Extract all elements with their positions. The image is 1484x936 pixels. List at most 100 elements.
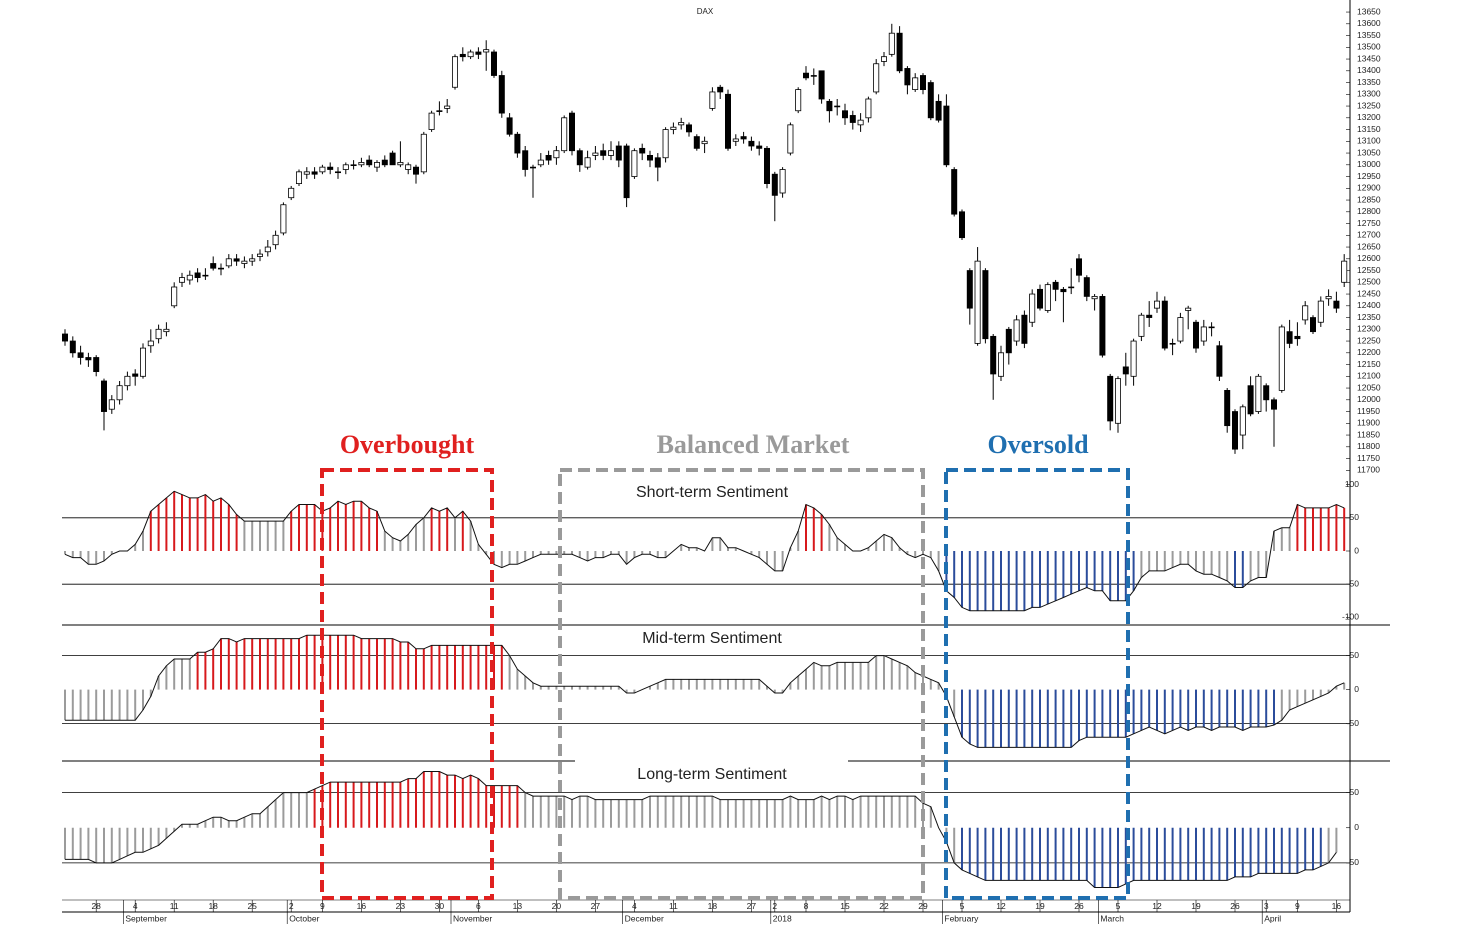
candle-body: [506, 117, 513, 135]
y-tick-label: 13400: [1357, 65, 1381, 75]
candle-body: [849, 115, 856, 123]
x-tick-label: 23: [396, 901, 406, 911]
candle-body: [490, 51, 497, 76]
x-tick-label: 16: [1332, 901, 1342, 911]
candle-body: [1185, 307, 1192, 311]
y-tick-label: 12400: [1357, 300, 1381, 310]
candle-body: [1224, 389, 1231, 427]
candle-body: [1138, 314, 1145, 337]
y-tick-label: 11700: [1357, 465, 1380, 475]
candle-body: [1068, 286, 1075, 289]
x-tick-label: 30: [435, 901, 445, 911]
month-label: March: [1100, 913, 1124, 923]
candle-body: [288, 187, 295, 199]
y-tick-label: 12650: [1357, 241, 1381, 251]
candle-body: [1325, 295, 1332, 300]
candle-body: [1278, 326, 1285, 391]
candle-body: [1091, 295, 1098, 300]
candle-body: [545, 154, 552, 161]
candle-body: [787, 124, 794, 154]
candle-body: [295, 171, 302, 185]
y-tick-label: 13250: [1357, 100, 1381, 110]
y-tick-label: 11900: [1357, 418, 1380, 428]
annotation-label: Balanced Market: [657, 430, 850, 459]
candle-body: [1044, 284, 1051, 311]
candle-body: [451, 56, 458, 88]
candle-body: [935, 100, 942, 121]
candle-body: [217, 267, 224, 270]
sentiment-line: [65, 771, 1337, 888]
candle-body: [319, 166, 326, 173]
candle-body: [553, 150, 560, 159]
candle-body: [732, 138, 739, 142]
candle-body: [654, 157, 661, 168]
candle-body: [436, 110, 443, 112]
x-tick-label: 9: [1295, 901, 1300, 911]
x-tick-label: 20: [552, 901, 562, 911]
candle-body: [600, 150, 607, 156]
x-tick-label: 13: [513, 901, 523, 911]
candle-body: [428, 112, 435, 130]
y-tick-label: 12150: [1357, 359, 1381, 369]
candle-body: [873, 63, 880, 93]
candle-body: [1161, 300, 1168, 349]
candle-body: [881, 56, 888, 62]
y-tick-label: 12300: [1357, 324, 1381, 334]
candle-body: [124, 375, 131, 387]
candle-body: [678, 122, 685, 126]
candle-body: [139, 347, 146, 377]
candle-body: [194, 272, 201, 278]
candle-body: [623, 145, 630, 199]
y-tick-label: 13600: [1357, 18, 1381, 28]
candle-body: [1154, 300, 1161, 309]
candle-body: [639, 147, 646, 154]
candle-body: [101, 380, 108, 412]
candle-body: [85, 357, 92, 361]
candle-body: [686, 124, 693, 133]
candle-body: [1076, 258, 1083, 276]
x-tick-label: 26: [1074, 901, 1084, 911]
candle-body: [959, 211, 966, 239]
y-tick-label: 13450: [1357, 53, 1381, 63]
y-tick-label: 11850: [1357, 429, 1380, 439]
month-label: December: [625, 913, 664, 923]
x-tick-label: 11: [170, 901, 179, 911]
candle-body: [818, 70, 825, 100]
candle-body: [459, 53, 466, 58]
y-tick-label: 13000: [1357, 159, 1381, 169]
candle-body: [1193, 321, 1200, 349]
candle-body: [810, 75, 817, 77]
candle-body: [530, 166, 537, 169]
y-tick-label: 0: [1354, 822, 1359, 832]
candle-body: [693, 136, 700, 149]
candle-body: [1247, 385, 1254, 415]
candle-body: [1294, 335, 1301, 340]
candle-body: [186, 274, 193, 281]
y-tick-label: 50: [1350, 512, 1360, 522]
candle-body: [77, 352, 84, 358]
y-tick-label: 13300: [1357, 89, 1381, 99]
candle-body: [327, 166, 334, 170]
candle-body: [202, 274, 209, 277]
candle-body: [69, 340, 76, 354]
y-tick-label: 50: [1350, 650, 1360, 660]
y-tick-label: 12450: [1357, 288, 1381, 298]
candle-body: [397, 162, 404, 166]
candle-body: [1122, 366, 1129, 375]
candle-body: [779, 169, 786, 194]
y-tick-label: 12700: [1357, 230, 1381, 240]
candle-body: [1130, 340, 1137, 377]
y-tick-label: 0: [1354, 684, 1359, 694]
y-tick-label: 12600: [1357, 253, 1381, 263]
x-tick-label: 27: [747, 901, 757, 911]
y-tick-label: 12350: [1357, 312, 1381, 322]
candle-body: [1271, 399, 1278, 410]
candle-body: [420, 133, 427, 173]
candle-body: [740, 136, 747, 140]
candle-body: [210, 263, 217, 269]
candle-body: [334, 171, 341, 174]
candle-body: [569, 112, 576, 152]
y-tick-label: 12750: [1357, 218, 1381, 228]
candle-body: [1263, 385, 1270, 401]
x-tick-label: 9: [320, 901, 325, 911]
